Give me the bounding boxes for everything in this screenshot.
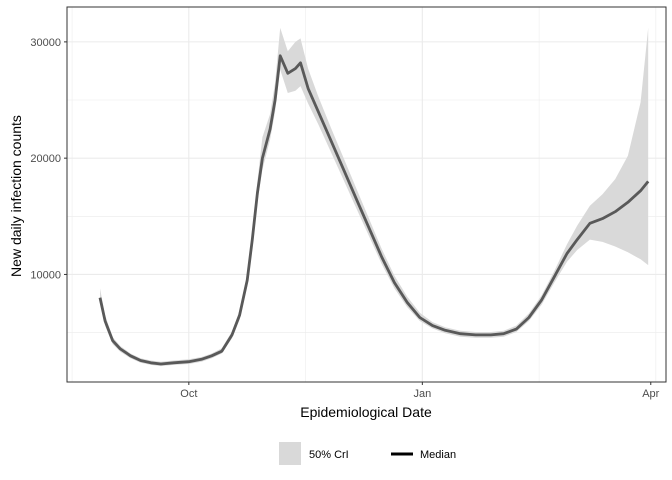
x-tick-label: Apr [642,388,659,400]
y-tick-label: 30000 [30,37,61,49]
grid-lines [67,7,666,382]
plot-panel-border [66,6,667,383]
y-axis-title: New daily infection counts [8,115,24,277]
legend-ribbon-key [279,442,301,465]
y-tick-label: 10000 [30,269,61,281]
axes: 10000 20000 30000 Oct Jan Apr [30,37,659,400]
credible-interval-ribbon [100,27,649,367]
x-tick-label: Jan [413,388,431,400]
legend-median-label: Median [420,449,456,461]
legend-ribbon-label: 50% CrI [309,449,349,461]
median-line [98,54,650,366]
x-axis-title: Epidemiological Date [300,404,432,420]
x-tick-label: Oct [180,388,197,400]
legend: 50% CrI Median [279,442,456,465]
y-tick-label: 20000 [30,153,61,165]
